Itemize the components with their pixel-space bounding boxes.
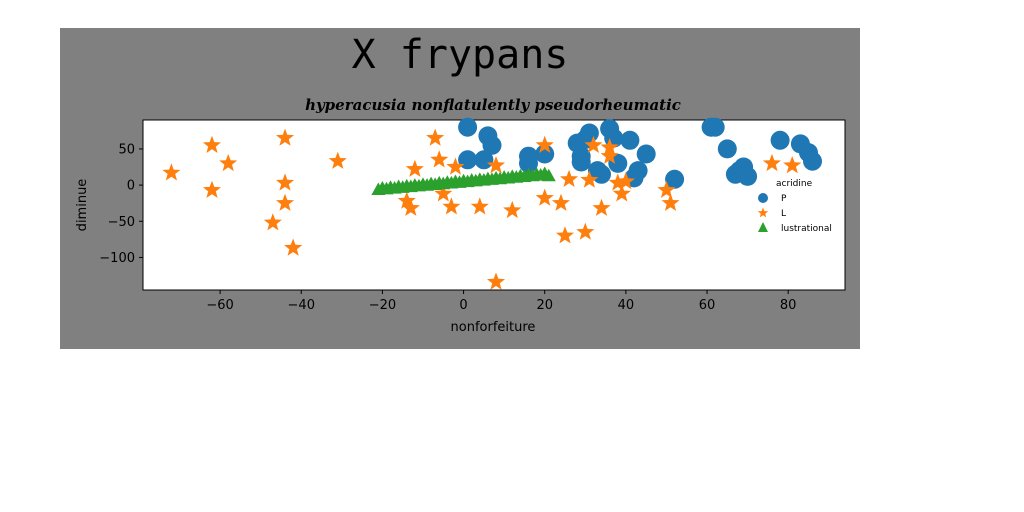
point-l xyxy=(600,138,619,156)
chart-subtitle: hyperacusia nonflatulently pseudorheumat… xyxy=(305,96,681,114)
point-l xyxy=(276,193,295,211)
point-p xyxy=(579,123,599,143)
point-l xyxy=(284,238,303,256)
point-l xyxy=(657,180,676,198)
point-l xyxy=(446,157,465,175)
y-tick-label: 50 xyxy=(118,142,135,157)
chart-title: X frypans xyxy=(352,32,569,78)
point-p xyxy=(803,151,822,171)
point-l xyxy=(503,200,522,219)
point-p xyxy=(628,161,648,181)
legend: acridine P L lustrational xyxy=(757,179,832,234)
point-l xyxy=(783,156,802,174)
point-l xyxy=(535,135,554,153)
point-p xyxy=(665,169,685,189)
legend-title: acridine xyxy=(776,179,813,189)
point-l xyxy=(576,222,595,240)
point-p xyxy=(636,144,656,164)
point-l xyxy=(616,172,635,190)
point-p xyxy=(519,153,538,173)
x-tick-label: −60 xyxy=(206,298,233,313)
y-axis: −100 −50 0 50 xyxy=(99,142,143,266)
x-tick-label: 40 xyxy=(618,298,635,313)
point-l xyxy=(401,198,420,216)
point-l xyxy=(762,153,781,172)
point-l xyxy=(600,146,619,164)
point-p xyxy=(482,135,502,155)
legend-marker-l xyxy=(757,207,769,218)
point-p xyxy=(717,139,737,159)
point-p xyxy=(705,117,725,137)
point-l xyxy=(661,193,680,211)
point-l xyxy=(470,197,489,215)
point-l xyxy=(434,184,453,202)
point-l xyxy=(560,169,579,187)
point-l xyxy=(612,184,631,202)
point-p xyxy=(770,130,790,150)
point-l xyxy=(276,128,295,146)
legend-marker-p xyxy=(758,193,768,203)
point-l xyxy=(487,272,506,290)
point-p xyxy=(535,144,555,164)
legend-label-l: L xyxy=(781,209,786,219)
point-lustrational xyxy=(541,168,556,182)
point-l xyxy=(426,128,445,146)
point-l xyxy=(551,193,570,211)
point-p xyxy=(571,152,591,172)
point-l xyxy=(535,188,554,206)
point-l xyxy=(430,150,449,168)
point-l xyxy=(608,173,627,191)
point-l xyxy=(405,159,424,177)
point-l xyxy=(162,163,181,181)
point-p xyxy=(592,164,611,184)
point-l xyxy=(487,156,506,174)
legend-label-lustrational: lustrational xyxy=(781,224,832,234)
point-l xyxy=(556,226,574,244)
point-l xyxy=(263,213,282,231)
point-l xyxy=(202,135,221,153)
legend-marker-lustrational xyxy=(758,222,768,232)
point-l xyxy=(202,180,221,198)
point-l xyxy=(328,151,347,169)
x-tick-label: 0 xyxy=(459,298,467,313)
x-tick-label: −40 xyxy=(288,298,315,313)
y-tick-label: 0 xyxy=(127,179,135,194)
point-l xyxy=(592,198,611,216)
point-p xyxy=(620,130,640,150)
x-tick-label: −20 xyxy=(369,298,396,313)
point-l xyxy=(580,170,599,188)
x-tick-label: 80 xyxy=(780,298,797,313)
y-tick-label: −100 xyxy=(99,251,135,266)
y-axis-label: diminue xyxy=(75,179,90,232)
y-tick-label: −50 xyxy=(108,215,135,230)
legend-label-p: P xyxy=(781,194,787,204)
point-p xyxy=(474,150,494,170)
data-marks xyxy=(162,117,822,290)
point-p xyxy=(738,166,758,186)
point-l xyxy=(276,173,295,191)
x-axis: −60 −40 −20 0 20 40 60 80 xyxy=(206,290,796,313)
x-tick-label: 20 xyxy=(536,298,553,313)
x-axis-label: nonforfeiture xyxy=(451,320,536,335)
point-l xyxy=(584,135,603,153)
x-tick-label: 60 xyxy=(699,298,716,313)
point-l xyxy=(219,153,238,172)
point-l xyxy=(442,197,461,215)
point-p xyxy=(458,117,478,137)
point-l xyxy=(397,191,416,209)
